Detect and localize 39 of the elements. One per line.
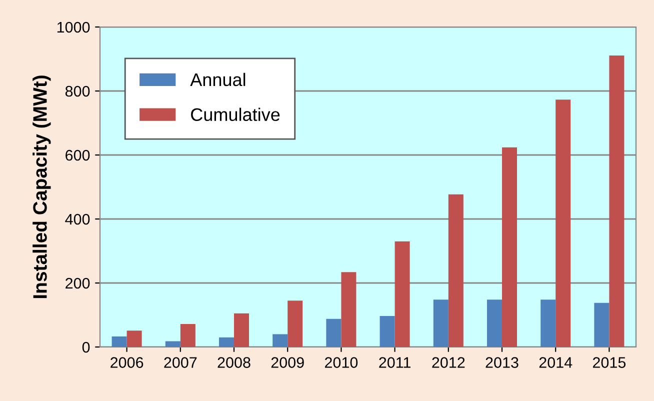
bar [502, 147, 518, 347]
y-axis-title: Installed Capacity (MWt) [32, 76, 51, 298]
x-tick-label: 2010 [324, 357, 358, 368]
bar [341, 272, 356, 347]
y-tick-label: 0 [82, 342, 90, 353]
bar [556, 100, 571, 347]
legend-label: Cumulative [191, 108, 280, 122]
bar [234, 313, 250, 347]
y-tick-label: 800 [65, 86, 90, 97]
x-tick-label: 2009 [271, 357, 304, 368]
bar [112, 336, 127, 347]
x-tick-label: 2008 [218, 357, 250, 368]
bar [540, 300, 556, 347]
bar [433, 300, 448, 347]
x-tick-label: 2011 [379, 357, 410, 368]
bar [380, 316, 395, 347]
x-tick-label: 2014 [539, 357, 572, 368]
bar [272, 334, 288, 347]
bar [126, 330, 142, 347]
y-tick-label: 600 [66, 150, 90, 161]
bar [218, 337, 234, 347]
x-tick-label: 2006 [110, 357, 144, 368]
x-tick-label: 2015 [592, 357, 626, 368]
x-tick-label: 2012 [432, 357, 465, 368]
y-tick-label: 400 [65, 214, 90, 225]
bar [594, 302, 610, 347]
bar [609, 55, 624, 347]
bar [326, 318, 342, 347]
legend-label: Annual [190, 72, 246, 86]
y-tick-label: 1000 [57, 22, 90, 33]
bar [180, 324, 196, 347]
bar [165, 341, 180, 347]
x-tick-label: 2007 [164, 357, 197, 368]
bar [288, 300, 303, 347]
x-tick-label: 2013 [486, 357, 518, 368]
bar [486, 300, 502, 347]
y-tick-label: 200 [66, 278, 90, 289]
bar [448, 194, 464, 347]
bar [394, 241, 410, 347]
